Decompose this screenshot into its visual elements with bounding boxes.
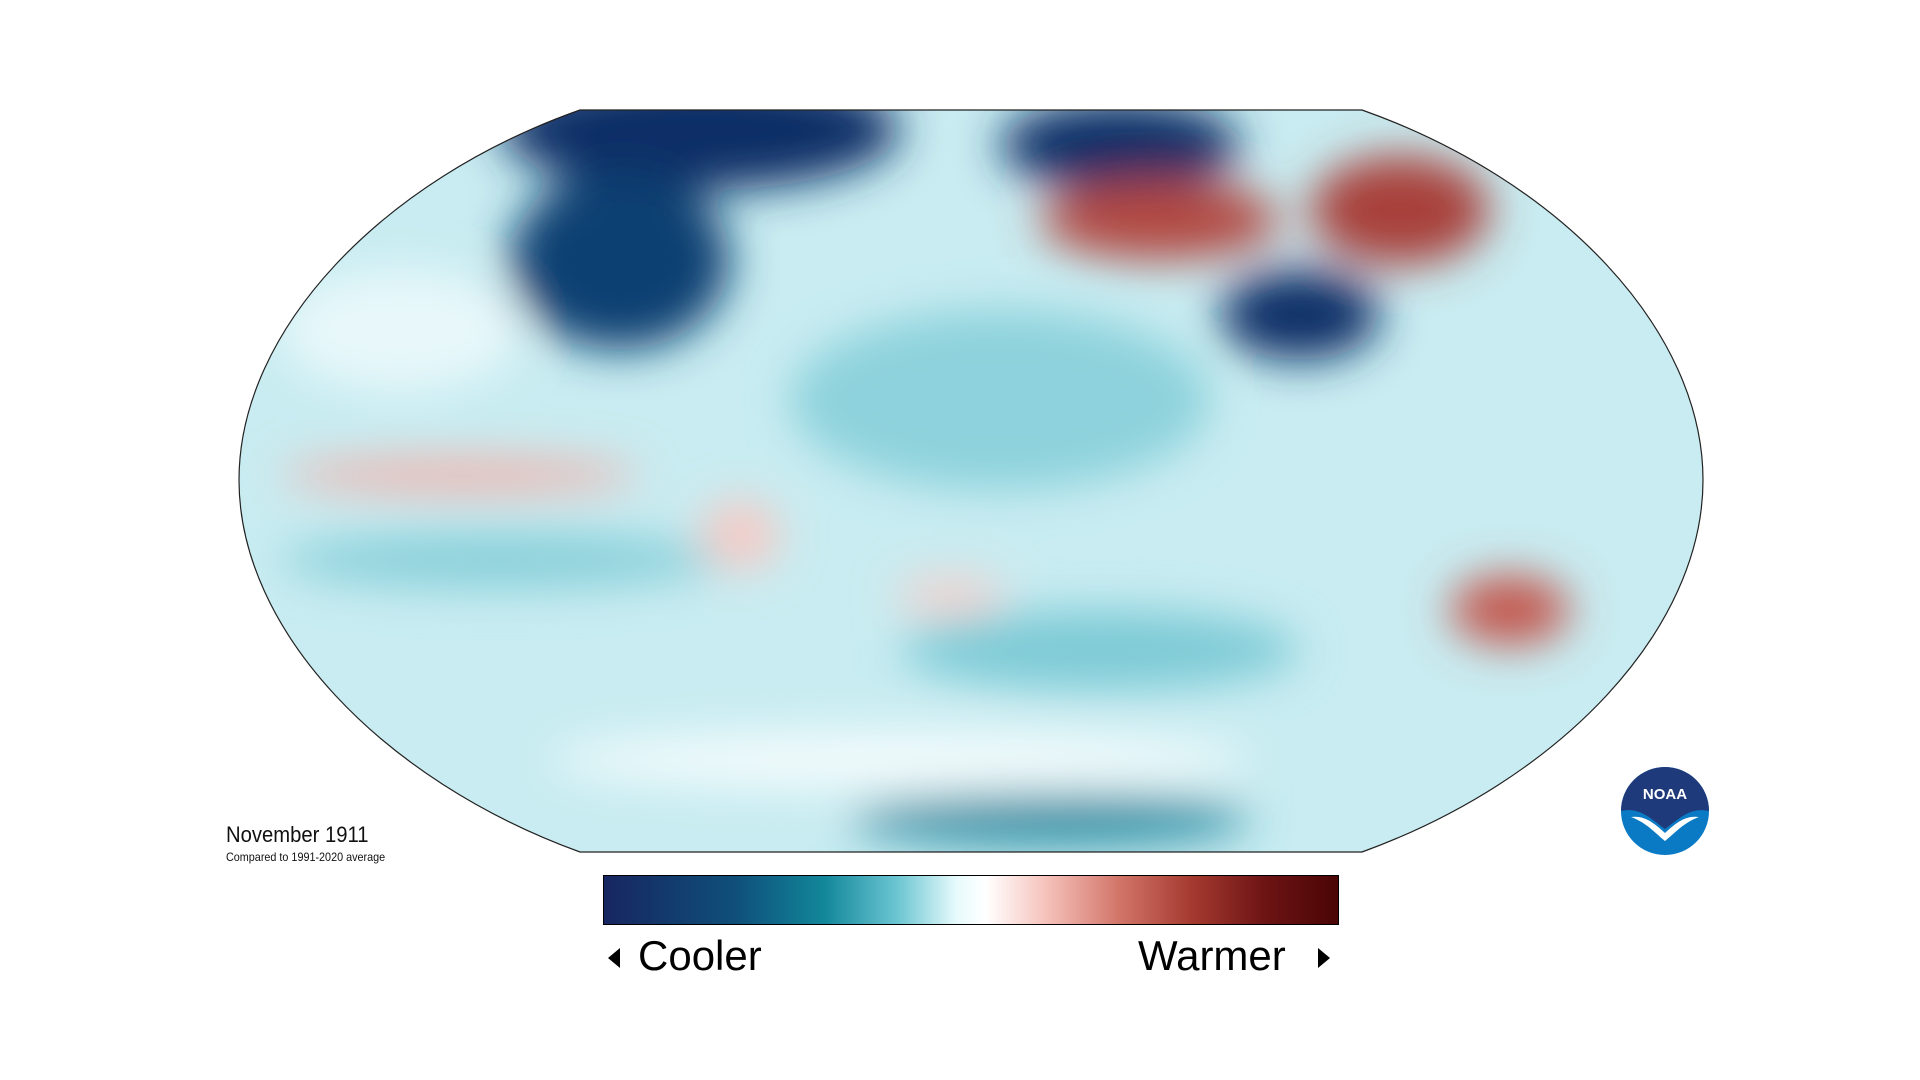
- cooler-label: Cooler: [638, 932, 762, 979]
- map-subtitle: Compared to 1991-2020 average: [226, 850, 386, 864]
- noaa-logo-text: NOAA: [1643, 786, 1687, 803]
- right-arrow-icon: [1318, 948, 1330, 968]
- map-border: [238, 109, 1704, 853]
- noaa-logo: NOAA: [1621, 767, 1709, 855]
- map-title: November 1911: [226, 822, 369, 847]
- warmer-label: Warmer: [1138, 932, 1286, 979]
- color-scale-bar: [603, 875, 1339, 925]
- left-arrow-icon: [608, 948, 620, 968]
- anomaly-field: [239, 110, 1703, 852]
